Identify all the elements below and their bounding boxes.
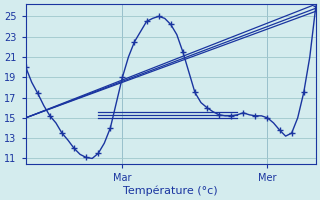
X-axis label: Température (°c): Température (°c) (124, 185, 218, 196)
